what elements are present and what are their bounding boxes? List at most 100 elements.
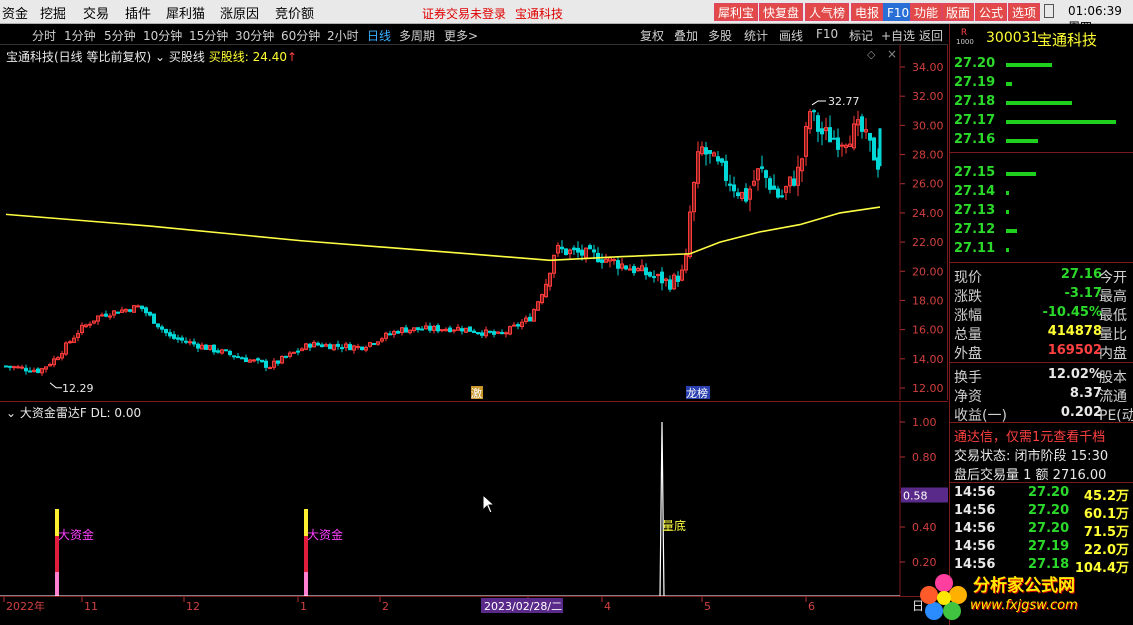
indicator-dropdown-icon-2[interactable]: ⌄ (6, 406, 17, 420)
candle-body (184, 340, 188, 343)
tool-huaxian[interactable]: 画线 (779, 29, 804, 43)
price-tick-label: 28.00 (912, 149, 944, 162)
candle-body (312, 341, 316, 348)
candle-body (372, 343, 376, 346)
tool-fuquan[interactable]: 复权 (640, 29, 665, 43)
candle-body (124, 308, 128, 312)
big-money-label: 大资金 (58, 527, 94, 542)
candle-body (20, 366, 24, 369)
candle-body (16, 366, 20, 369)
stats-divider (950, 362, 1133, 363)
diamond-icon[interactable]: ◇ (867, 48, 876, 61)
banmian-button[interactable]: 版面 (942, 3, 975, 21)
menu-zhangyuanyin[interactable]: 涨原因 (220, 7, 260, 22)
period-5min[interactable]: 5分钟 (104, 29, 136, 43)
candle-body (568, 249, 572, 255)
tool-diejia[interactable]: 叠加 (674, 29, 699, 43)
candle-body (112, 310, 116, 316)
xilibao-button[interactable]: 犀利宝 (714, 3, 759, 21)
gongshi-button[interactable]: 公式 (975, 3, 1008, 21)
candle-body (784, 186, 788, 193)
kuaifupan-button[interactable]: 快复盘 (759, 3, 804, 21)
period-daily[interactable]: 日线 (367, 29, 392, 43)
candle-body (744, 188, 748, 202)
candle-body (500, 332, 504, 335)
tool-back[interactable]: 返回 (919, 29, 944, 43)
menu-bar: 资金 挖掘 交易 插件 犀利猫 涨原因 竞价额 证券交易未登录 宝通科技 犀利宝… (0, 0, 1133, 34)
candle-body (564, 248, 568, 255)
x-tick-label: 4 (604, 600, 611, 613)
period-multi[interactable]: 多周期 (399, 29, 436, 43)
tool-add-watchlist[interactable]: +自选 (881, 29, 916, 43)
period-2h[interactable]: 2小时 (327, 29, 359, 43)
menu-jingjiae[interactable]: 竞价额 (275, 7, 315, 22)
candle-body (768, 178, 772, 190)
candle-body (228, 350, 232, 356)
stat-label-2: 量比 (1099, 327, 1127, 343)
promo-text[interactable]: 通达信，仅需1元查看千档 (954, 430, 1106, 445)
candle-body (408, 329, 412, 334)
menu-zijin[interactable]: 资金 (2, 7, 29, 22)
period-15min[interactable]: 15分钟 (189, 29, 229, 43)
renqibang-button[interactable]: 人气榜 (805, 3, 850, 21)
x-tick-label: 6 (808, 600, 815, 613)
candle-body (44, 366, 48, 370)
candle-body (792, 178, 796, 186)
gongneng-button[interactable]: 功能 (910, 3, 943, 21)
volume-bottom-spike (655, 421, 669, 598)
candle-body (432, 325, 436, 331)
candle-body (544, 283, 548, 298)
login-notice[interactable]: 证券交易未登录 (422, 7, 507, 21)
candle-body (192, 341, 196, 345)
stat-value: -3.17 (1064, 286, 1102, 301)
stock-name[interactable]: 宝通科技 (1037, 31, 1098, 49)
candle-body (688, 211, 692, 258)
watermark: 分析家公式网 www.fxjgsw.com (918, 569, 1133, 625)
tool-tongji[interactable]: 统计 (744, 29, 769, 43)
window-restore-icon[interactable] (1044, 4, 1054, 18)
candle-body (320, 344, 324, 348)
candle-body (204, 344, 208, 350)
stock-code[interactable]: 300031 (986, 30, 1040, 46)
menu-xilimao[interactable]: 犀利猫 (166, 7, 206, 22)
tool-biaoji[interactable]: 标记 (849, 29, 874, 43)
tick-time: 14:56 (954, 521, 996, 536)
price-chart[interactable]: 34.00 32.00 30.00 28.00 26.00 24.00 22.00 20.00… (0, 45, 948, 400)
candle-body (796, 166, 800, 186)
period-more[interactable]: 更多> (444, 29, 479, 43)
candle-body (672, 274, 676, 290)
stat-row: 总量 414878 量比 (954, 324, 1132, 343)
menu-jiaoyi[interactable]: 交易 (83, 7, 110, 22)
candle-body (152, 313, 156, 324)
period-30min[interactable]: 30分钟 (235, 29, 275, 43)
price-chart-panel[interactable]: 34.00 32.00 30.00 28.00 26.00 24.00 22.00 20.00… (0, 45, 948, 400)
after-hours-volume: 盘后交易量 1 额 2716.00 (954, 468, 1107, 483)
close-icon[interactable]: × (887, 47, 898, 61)
tool-f10[interactable]: F10 (816, 27, 839, 41)
period-1min[interactable]: 1分钟 (64, 29, 96, 43)
stat-row: 涨跌 -3.17 最高 (954, 286, 1132, 305)
tool-duogu[interactable]: 多股 (708, 29, 733, 43)
candle-body (84, 324, 88, 328)
tick-volume: 71.5万 (1083, 525, 1129, 540)
candle-body (776, 188, 780, 198)
period-fenshi[interactable]: 分时 (32, 29, 57, 43)
candle-body (284, 355, 288, 358)
period-60min[interactable]: 60分钟 (281, 29, 321, 43)
candle-body (636, 267, 640, 272)
price-tick-label: 20.00 (912, 265, 944, 278)
x-axis-right-label: 日 (912, 599, 924, 613)
candle-body (464, 327, 468, 333)
xuanxiang-button[interactable]: 选项 (1008, 3, 1041, 21)
menu-chajian[interactable]: 插件 (125, 7, 152, 22)
indicator-dropdown-icon[interactable]: ⌄ (155, 50, 166, 64)
period-10min[interactable]: 10分钟 (143, 29, 183, 43)
menu-wajue[interactable]: 挖掘 (40, 7, 67, 22)
f10-button[interactable]: F10 (883, 3, 914, 21)
dianbao-button[interactable]: 电报 (851, 3, 884, 21)
candle-body (600, 259, 604, 263)
candle-body (232, 355, 236, 358)
stat-label-2: 今开 (1099, 270, 1127, 286)
